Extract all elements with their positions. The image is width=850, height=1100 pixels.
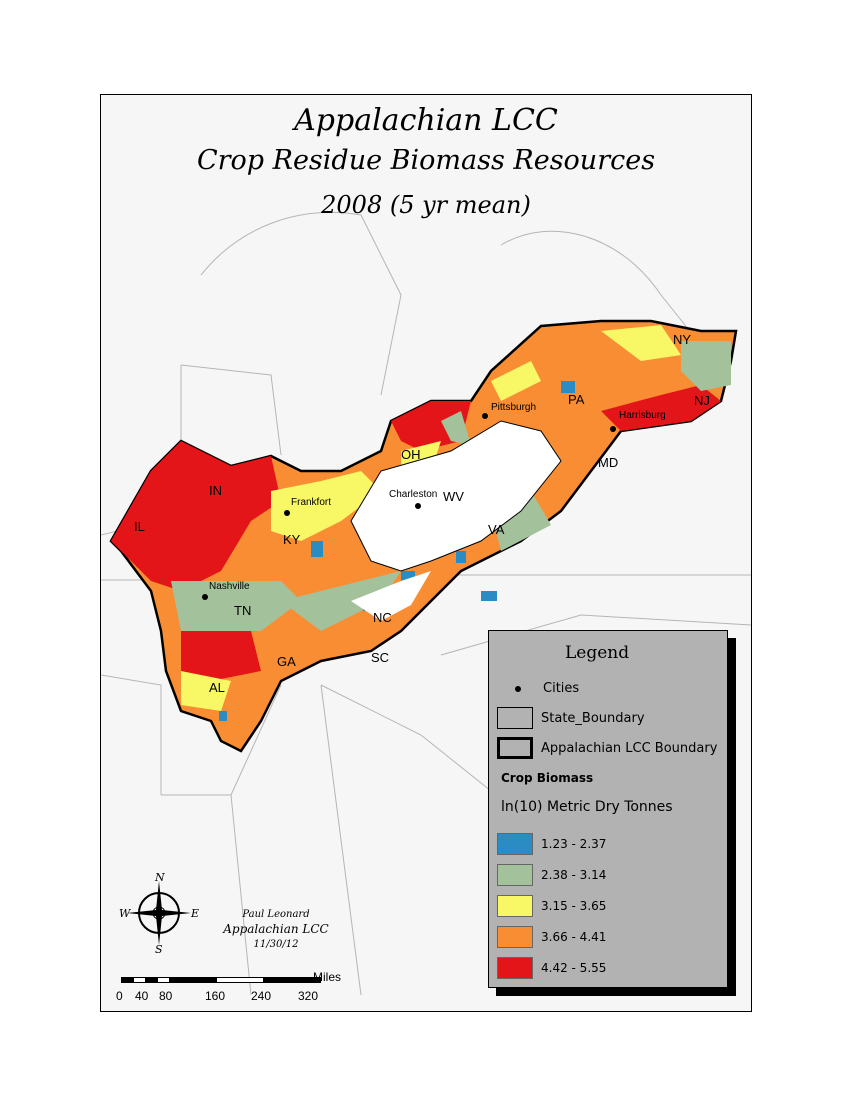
credit-date: 11/30/12 — [253, 939, 299, 950]
class-swatch — [497, 895, 533, 917]
state-label-nc: NC — [373, 610, 392, 625]
legend-title: Legend — [565, 643, 630, 663]
compass-n: N — [154, 873, 165, 884]
compass-s: S — [155, 943, 163, 953]
class-label: 3.66 - 4.41 — [541, 930, 607, 944]
city-marker — [284, 510, 290, 516]
title-line-3: 2008 (5 yr mean) — [321, 191, 531, 219]
legend-cities-label: Cities — [543, 681, 580, 696]
scale-tick: 320 — [298, 989, 319, 1003]
city-marker — [415, 503, 421, 509]
compass-e: E — [190, 907, 199, 920]
title-line-1: Appalachian LCC — [294, 103, 558, 138]
city-label-harrisburg: Harrisburg — [619, 410, 666, 421]
city-marker — [482, 413, 488, 419]
class-label: 3.15 - 3.65 — [541, 899, 607, 913]
state-label-va: VA — [488, 522, 505, 537]
city-label-charleston: Charleston — [389, 489, 438, 500]
scale-tick: 40 — [135, 989, 149, 1003]
legend-class: 3.15 - 3.65 — [497, 895, 606, 917]
map-frame: Appalachian LCC Crop Residue Biomass Res… — [100, 94, 752, 1012]
state-label-oh: OH — [401, 447, 421, 462]
state-label-in: IN — [209, 483, 222, 498]
sc-unshaded-area — [351, 571, 431, 621]
state-boundaries — [101, 212, 751, 996]
title-line-2: Crop Residue Biomass Resources — [196, 145, 656, 176]
city-label-frankfort: Frankfort — [291, 497, 332, 508]
city-marker — [610, 426, 616, 432]
state-boundary-swatch — [497, 707, 533, 729]
class-swatch — [497, 864, 533, 886]
lcc-boundary-swatch — [497, 737, 533, 759]
map-canvas — [101, 212, 751, 996]
class-swatch — [497, 833, 533, 855]
city-marker — [202, 594, 208, 600]
compass-w: W — [119, 907, 132, 920]
wv-unshaded-area — [350, 420, 562, 572]
legend-state-boundary-label: State_Boundary — [541, 710, 645, 726]
class-label: 4.42 - 5.55 — [541, 961, 607, 975]
legend-class: 1.23 - 2.37 — [497, 833, 606, 855]
city-dot-icon — [515, 685, 521, 692]
state-label-ga: GA — [277, 654, 296, 669]
state-label-sc: SC — [371, 650, 390, 665]
state-label-il: IL — [134, 519, 145, 534]
legend-units: ln(10) Metric Dry Tonnes — [501, 799, 673, 815]
state-label-tn: TN — [234, 603, 252, 618]
state-label-al: AL — [209, 680, 225, 695]
scale-tick: 160 — [205, 989, 226, 1003]
legend: Legend Cities State_Boundary Appalachian… — [488, 630, 728, 988]
state-label-md: MD — [598, 455, 619, 470]
state-label-ny: NY — [673, 332, 692, 347]
legend-class: 2.38 - 3.14 — [497, 864, 606, 886]
scale-unit: Miles — [313, 970, 342, 984]
state-label-pa: PA — [568, 392, 585, 407]
scale-tick: 0 — [116, 989, 123, 1003]
legend-lcc-boundary-label: Appalachian LCC Boundary — [541, 740, 718, 756]
biomass-green-areas — [171, 341, 731, 631]
compass-rose-icon: N S W E — [119, 873, 199, 953]
class-label: 1.23 - 2.37 — [541, 837, 607, 851]
credit-org: Appalachian LCC — [223, 922, 329, 936]
legend-class: 4.42 - 5.55 — [497, 957, 606, 979]
state-label-wv: WV — [443, 489, 464, 504]
class-swatch — [497, 926, 533, 948]
class-swatch — [497, 957, 533, 979]
class-label: 2.38 - 3.14 — [541, 868, 607, 882]
city-label-nashville: Nashville — [209, 581, 250, 592]
map-credit: Paul Leonard Appalachian LCC 11/30/12 — [216, 907, 336, 952]
scale-bar — [121, 977, 321, 983]
city-label-pittsburgh: Pittsburgh — [491, 402, 537, 413]
scale-tick: 240 — [251, 989, 272, 1003]
state-label-nj: NJ — [694, 393, 710, 408]
legend-class: 3.66 - 4.41 — [497, 926, 606, 948]
credit-author: Paul Leonard — [242, 909, 310, 920]
legend-layer-title: Crop Biomass — [501, 771, 594, 785]
state-label-ky: KY — [283, 532, 301, 547]
scale-tick: 80 — [159, 989, 173, 1003]
biomass-red-areas — [111, 385, 721, 681]
